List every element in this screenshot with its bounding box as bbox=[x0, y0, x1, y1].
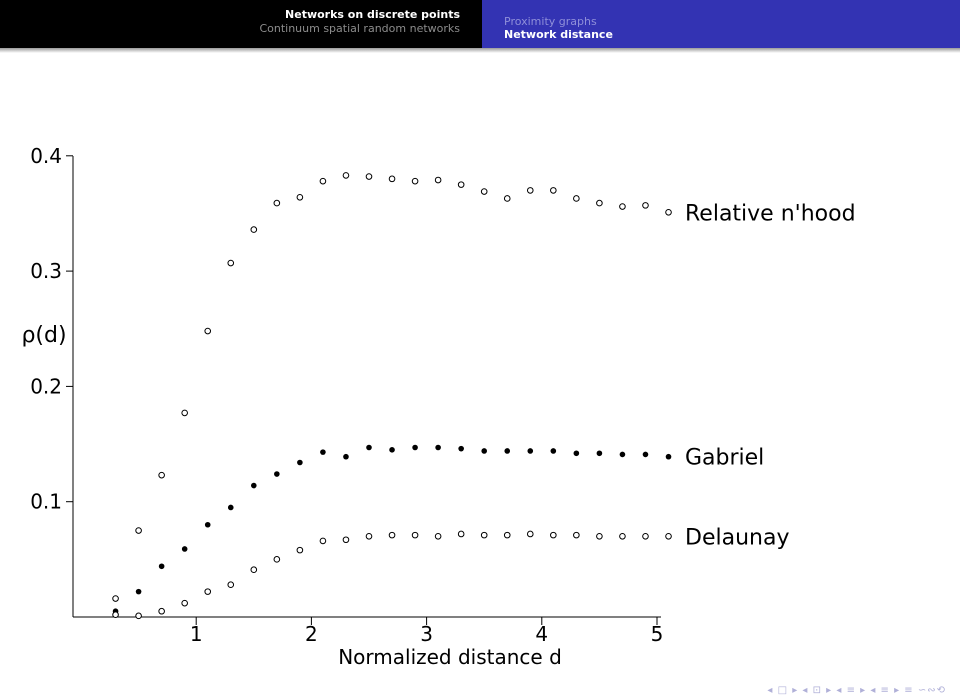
data-point bbox=[320, 449, 326, 455]
data-point bbox=[435, 444, 441, 451]
data-point bbox=[158, 471, 165, 479]
data-point bbox=[296, 194, 304, 201]
data-point bbox=[642, 202, 649, 209]
data-point bbox=[365, 173, 373, 180]
data-point bbox=[481, 448, 488, 454]
data-point bbox=[365, 532, 373, 540]
data-point bbox=[181, 409, 188, 417]
x-tick-label: 1 bbox=[190, 622, 203, 646]
data-point bbox=[527, 448, 534, 454]
data-point bbox=[319, 537, 327, 545]
data-point bbox=[458, 445, 464, 452]
data-point bbox=[296, 546, 304, 554]
data-point bbox=[434, 532, 442, 540]
data-point bbox=[227, 259, 235, 267]
data-point bbox=[274, 471, 280, 477]
data-point bbox=[227, 504, 234, 511]
data-point bbox=[135, 527, 142, 534]
slide-header: Networks on discrete points Continuum sp… bbox=[0, 0, 960, 48]
data-point bbox=[642, 451, 649, 458]
beamer-navigation[interactable]: ◂ □ ▸ ◂ ⊡ ▸ ◂ ≡ ▸ ◂ ≡ ▸ ≡ ∽∾⟲ bbox=[767, 685, 946, 696]
data-point bbox=[596, 199, 603, 207]
data-point bbox=[227, 581, 235, 589]
data-point bbox=[457, 530, 465, 538]
data-point bbox=[619, 532, 626, 540]
data-point bbox=[112, 611, 119, 618]
nav-section-inactive[interactable]: Continuum spatial random networks bbox=[259, 22, 460, 35]
data-point bbox=[480, 188, 488, 195]
data-point bbox=[204, 521, 211, 528]
data-point bbox=[112, 595, 119, 602]
data-point bbox=[204, 588, 212, 595]
data-point bbox=[457, 181, 465, 188]
series-label: Relative n'hood bbox=[685, 201, 856, 226]
data-point bbox=[573, 450, 580, 457]
data-point bbox=[181, 546, 188, 552]
data-point bbox=[273, 556, 281, 563]
data-point bbox=[251, 482, 257, 489]
header-section-panel: Networks on discrete points Continuum sp… bbox=[0, 0, 482, 48]
data-point bbox=[596, 532, 603, 540]
data-point bbox=[411, 177, 419, 185]
y-tick-label: 0.1 bbox=[30, 490, 62, 514]
data-point bbox=[480, 531, 488, 539]
data-point bbox=[250, 566, 258, 574]
data-point bbox=[665, 208, 672, 216]
x-tick-label: 5 bbox=[651, 622, 664, 646]
data-point bbox=[550, 187, 557, 194]
nav-section-active[interactable]: Networks on discrete points bbox=[285, 8, 460, 21]
header-subsection-panel: Proximity graphs Network distance bbox=[482, 0, 960, 48]
data-point bbox=[619, 203, 626, 210]
data-point bbox=[158, 607, 165, 615]
data-point bbox=[526, 187, 534, 194]
data-point bbox=[526, 530, 534, 538]
nav-subsection-active[interactable]: Network distance bbox=[504, 28, 613, 41]
data-point bbox=[573, 195, 580, 202]
data-point bbox=[665, 453, 672, 460]
series-label: Delaunay bbox=[685, 525, 789, 550]
y-tick-label: 0.3 bbox=[30, 259, 62, 283]
series-label: Gabriel bbox=[685, 446, 764, 471]
y-tick-label: 0.2 bbox=[30, 374, 62, 398]
data-point bbox=[503, 195, 511, 202]
data-point bbox=[503, 531, 511, 539]
data-point bbox=[342, 172, 350, 179]
data-point bbox=[619, 451, 626, 458]
data-point bbox=[181, 599, 188, 607]
data-point bbox=[596, 450, 603, 457]
y-axis-label: ρ(d) bbox=[21, 323, 66, 348]
data-point bbox=[158, 563, 165, 570]
x-tick-label: 2 bbox=[305, 622, 318, 646]
nav-subsection-inactive[interactable]: Proximity graphs bbox=[504, 15, 597, 28]
data-point bbox=[135, 588, 142, 595]
data-point bbox=[389, 447, 395, 453]
data-point bbox=[434, 176, 442, 184]
data-point bbox=[297, 459, 303, 466]
data-point bbox=[642, 532, 649, 540]
data-point bbox=[273, 199, 281, 207]
data-point bbox=[319, 177, 327, 185]
data-point bbox=[366, 444, 372, 451]
data-point bbox=[412, 444, 418, 451]
data-point bbox=[388, 175, 396, 183]
data-point bbox=[388, 531, 396, 539]
data-point bbox=[504, 448, 511, 454]
data-point bbox=[250, 226, 258, 233]
data-point bbox=[342, 536, 350, 544]
x-tick-label: 4 bbox=[535, 622, 548, 646]
data-point bbox=[343, 453, 349, 460]
data-point bbox=[204, 327, 212, 335]
header-shadow bbox=[0, 48, 960, 53]
y-tick-label: 0.4 bbox=[30, 144, 62, 168]
data-point bbox=[665, 532, 672, 540]
data-point bbox=[411, 531, 419, 539]
x-axis-label: Normalized distance d bbox=[338, 645, 562, 669]
data-point bbox=[573, 531, 580, 539]
data-point bbox=[135, 612, 142, 620]
x-tick-label: 3 bbox=[420, 622, 433, 646]
data-point bbox=[550, 448, 557, 454]
data-point bbox=[550, 531, 557, 539]
